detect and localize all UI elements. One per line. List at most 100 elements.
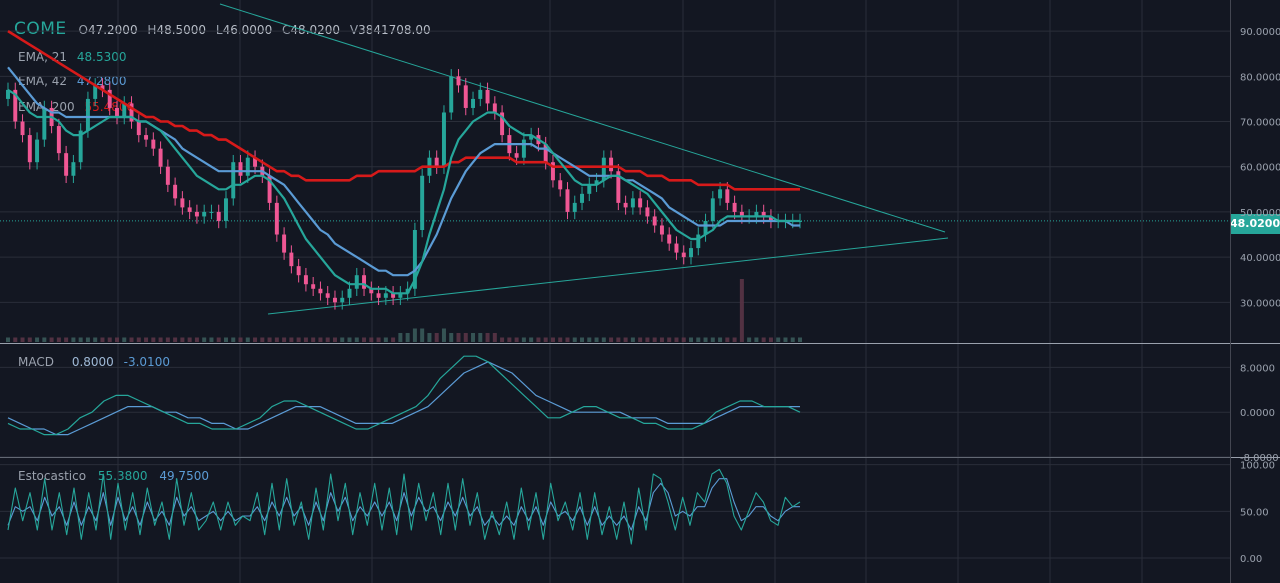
candle-body <box>13 89 18 122</box>
candle-body <box>115 107 119 117</box>
candle-body <box>107 89 112 108</box>
candle-body <box>354 275 359 289</box>
volume-bar <box>790 337 795 342</box>
last-price-tag: 48.0200 <box>1230 214 1280 234</box>
volume-bar <box>623 337 628 342</box>
candle-body <box>274 202 279 235</box>
open-value: 47.2000 <box>87 23 138 37</box>
candle-body <box>122 103 127 117</box>
stoch-value-2: 49.7500 <box>159 469 209 483</box>
macd-label: MACD <box>18 355 54 369</box>
ema42-legend[interactable]: EMA, 42 47.2800 <box>18 74 127 88</box>
volume-bar <box>405 333 410 342</box>
price-tick-label: 60.0000 <box>1240 163 1280 174</box>
price-axis: 30.0000 40.0000 50.0000 60.0000 70.0000 80.00… <box>1240 27 1280 565</box>
volume-value: 3841708.00 <box>358 23 431 37</box>
volume-bar <box>369 337 374 342</box>
ema21-line <box>7 88 800 295</box>
high-value: 48.5000 <box>156 23 207 37</box>
candle-body <box>485 89 490 104</box>
stoch-value-1: 55.3800 <box>97 469 148 483</box>
volume-bar <box>572 337 577 342</box>
volume-bar <box>659 337 664 342</box>
candle-body <box>85 98 90 131</box>
candle-body <box>209 211 214 213</box>
candle-body <box>267 175 272 203</box>
volume-bar <box>485 333 490 342</box>
candle-body <box>383 293 388 298</box>
candle-body <box>456 76 461 86</box>
volume-bar <box>194 337 199 342</box>
volume-bar <box>783 337 788 342</box>
candle-body <box>580 193 584 203</box>
candle-body <box>659 225 664 235</box>
candle-body <box>441 112 446 167</box>
candle-body <box>594 180 599 185</box>
volume-bar <box>471 333 476 342</box>
volume-bar <box>761 337 766 342</box>
volume-bar <box>202 337 207 342</box>
volume-bar <box>274 337 279 342</box>
price-tick-label: 40.0000 <box>1240 253 1280 264</box>
open-label: O <box>78 23 88 37</box>
candle-body <box>93 85 98 99</box>
volume-bar <box>630 337 635 342</box>
volume-bar <box>296 337 301 342</box>
volume-bar <box>383 337 388 342</box>
candle-body <box>529 135 534 140</box>
macd-legend[interactable]: MACD 0.8000 -3.0100 <box>18 355 170 369</box>
volume-bar <box>681 337 686 342</box>
volume-bar <box>718 337 723 342</box>
ema-lines <box>7 29 800 295</box>
symbol-label: COME <box>14 19 67 39</box>
volume-bar <box>173 337 178 342</box>
candle-body <box>718 189 723 199</box>
stoch-legend[interactable]: Estocastico 55.3800 49.7500 <box>18 469 209 483</box>
volume-bar <box>674 337 679 342</box>
candle-body <box>703 220 708 235</box>
candle-body <box>478 89 483 99</box>
candle-body <box>674 243 679 253</box>
volume-bar <box>267 337 272 342</box>
candle-body <box>216 211 221 221</box>
volume-bar <box>362 337 367 342</box>
candle-body <box>761 211 766 217</box>
candle-body <box>638 198 643 208</box>
volume-bar <box>391 337 396 342</box>
volume-bar <box>529 337 534 342</box>
candle-body <box>652 216 657 226</box>
macd-tick-label: -8.0000 <box>1240 453 1279 464</box>
volume-bar <box>209 337 214 342</box>
volume-bar <box>739 279 744 342</box>
price-tick-label: 50.0000 <box>1240 208 1280 219</box>
candle-body <box>78 130 83 163</box>
candle-body <box>768 216 773 221</box>
volume-bar <box>768 337 773 342</box>
volume-bar <box>107 337 112 342</box>
volume-bar <box>180 337 185 342</box>
candle-body <box>601 157 606 181</box>
volume-bar <box>114 337 119 342</box>
volume-bar <box>325 337 330 342</box>
volume-bar <box>354 337 359 342</box>
candle-body <box>623 202 628 208</box>
candle-body <box>129 103 134 122</box>
volume-bar <box>514 337 519 342</box>
candle-body <box>667 234 672 244</box>
candle-body <box>420 175 425 230</box>
candle-body <box>231 162 236 199</box>
macd-value-2: -3.0100 <box>123 355 170 369</box>
stoch-tick-label: 50.00 <box>1240 507 1269 518</box>
stoch-d-line <box>7 478 800 531</box>
price-tick-label: 70.0000 <box>1240 118 1280 129</box>
candle-body <box>609 157 614 172</box>
candle-body <box>500 112 505 136</box>
candle-body <box>347 288 352 298</box>
volume-bar <box>56 337 61 342</box>
low-value: 46.0000 <box>222 23 273 37</box>
volume-bar <box>725 337 730 342</box>
volume-bar <box>376 337 381 342</box>
candle-body <box>27 135 32 163</box>
candle-body <box>224 198 228 221</box>
